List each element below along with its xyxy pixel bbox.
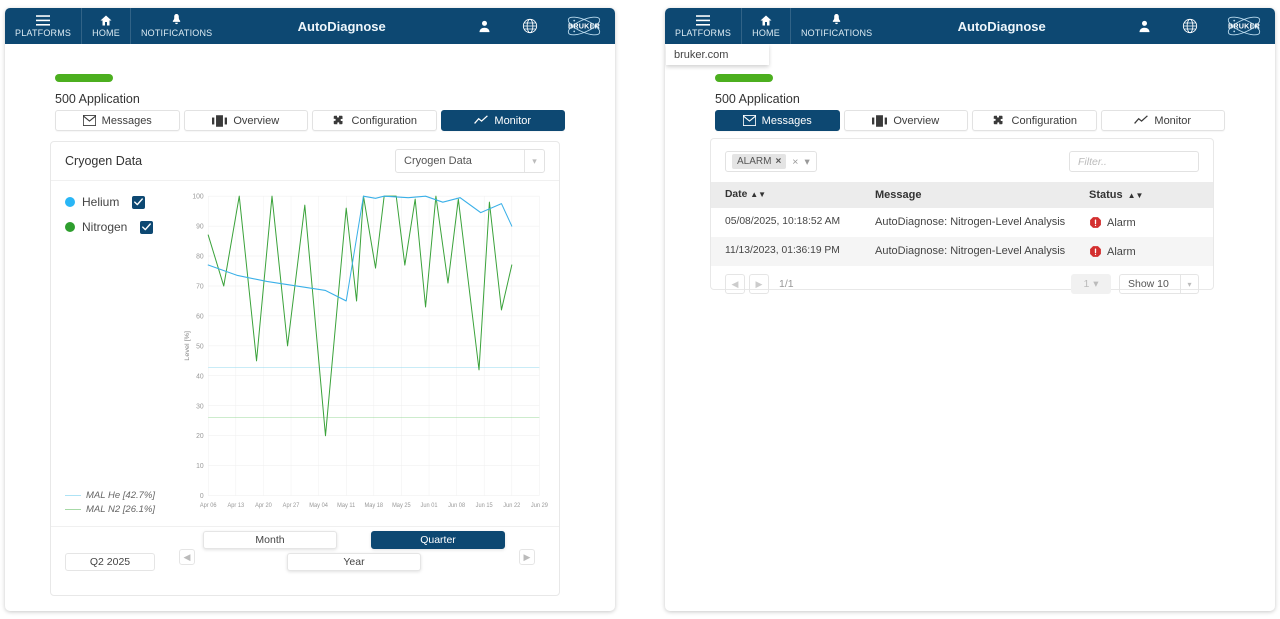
svg-text:70: 70 xyxy=(196,281,204,291)
svg-text:Apr 20: Apr 20 xyxy=(255,503,272,509)
svg-text:50: 50 xyxy=(196,341,204,351)
svg-text:Jun 08: Jun 08 xyxy=(448,503,466,509)
svg-text:May 04: May 04 xyxy=(309,503,328,509)
svg-text:Apr 06: Apr 06 xyxy=(200,503,217,509)
svg-text:May 11: May 11 xyxy=(337,503,356,509)
svg-text:40: 40 xyxy=(196,371,204,381)
svg-text:Apr 13: Apr 13 xyxy=(227,503,244,509)
svg-text:Jun 22: Jun 22 xyxy=(503,503,521,509)
svg-text:10: 10 xyxy=(196,461,204,471)
svg-text:Jun 29: Jun 29 xyxy=(531,503,549,509)
svg-text:100: 100 xyxy=(192,191,203,201)
svg-text:Jun 01: Jun 01 xyxy=(421,503,439,509)
svg-text:80: 80 xyxy=(196,251,204,261)
svg-text:90: 90 xyxy=(196,221,204,231)
svg-text:Level [%]: Level [%] xyxy=(184,331,191,361)
svg-text:60: 60 xyxy=(196,311,204,321)
svg-text:May 18: May 18 xyxy=(365,503,384,509)
svg-text:BRUKER: BRUKER xyxy=(1228,22,1261,31)
svg-text:May 25: May 25 xyxy=(392,503,411,509)
svg-text:0: 0 xyxy=(200,491,204,501)
svg-text:BRUKER: BRUKER xyxy=(568,22,601,31)
svg-text:Apr 27: Apr 27 xyxy=(283,503,300,509)
svg-text:Jun 15: Jun 15 xyxy=(476,503,494,509)
svg-text:20: 20 xyxy=(196,431,204,441)
svg-text:30: 30 xyxy=(196,401,204,411)
